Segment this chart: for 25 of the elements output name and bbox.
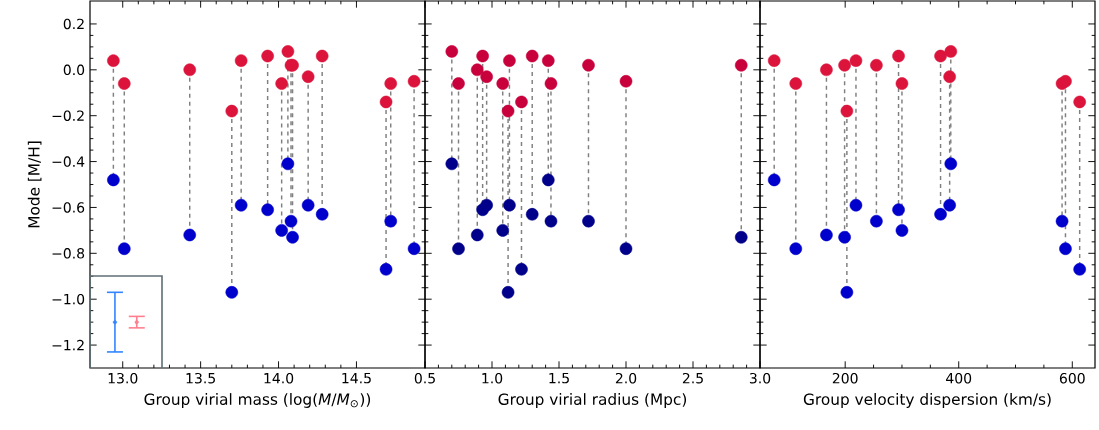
x-axis-title: Group virial radius (Mpc) (498, 393, 687, 408)
x-tick-label: 400 (946, 372, 972, 384)
y-tick-label: 0.2 (63, 18, 84, 30)
x-tick-label: 13.0 (108, 372, 138, 384)
x-tick-label: 2.5 (682, 372, 703, 384)
y-tick-label: −0.4 (52, 156, 85, 167)
y-tick-label: −0.8 (52, 248, 85, 259)
x-tick-label: 3.0 (749, 372, 771, 384)
x-axis-title: Group velocity dispersion (km/s) (803, 393, 1051, 408)
x-tick-label: 200 (832, 372, 858, 384)
y-tick-label: −0.6 (52, 202, 85, 213)
x-tick-label: 14.5 (342, 372, 371, 384)
x-tick-label: 13.5 (186, 372, 215, 384)
x-tick-label: 1.0 (482, 372, 503, 384)
y-tick-label: −1.0 (52, 293, 85, 305)
y-tick-label: −0.2 (52, 110, 84, 121)
x-tick-label: 0.5 (414, 372, 435, 384)
x-tick-label: 1.5 (549, 372, 569, 384)
y-tick-label: −1.2 (52, 339, 84, 351)
x-axis-title: Group virial mass (log(M/M$_{⊙}$)) (144, 393, 371, 408)
x-tick-label: 14.0 (264, 372, 294, 384)
x-tick-label: 2.0 (615, 372, 637, 384)
x-tick-label: 600 (1059, 372, 1085, 384)
y-tick-label: 0.0 (63, 64, 85, 76)
y-axis-title: Mode [M/H] (27, 141, 42, 228)
